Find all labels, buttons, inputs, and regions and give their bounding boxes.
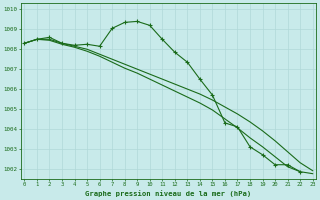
X-axis label: Graphe pression niveau de la mer (hPa): Graphe pression niveau de la mer (hPa) [85,190,252,197]
